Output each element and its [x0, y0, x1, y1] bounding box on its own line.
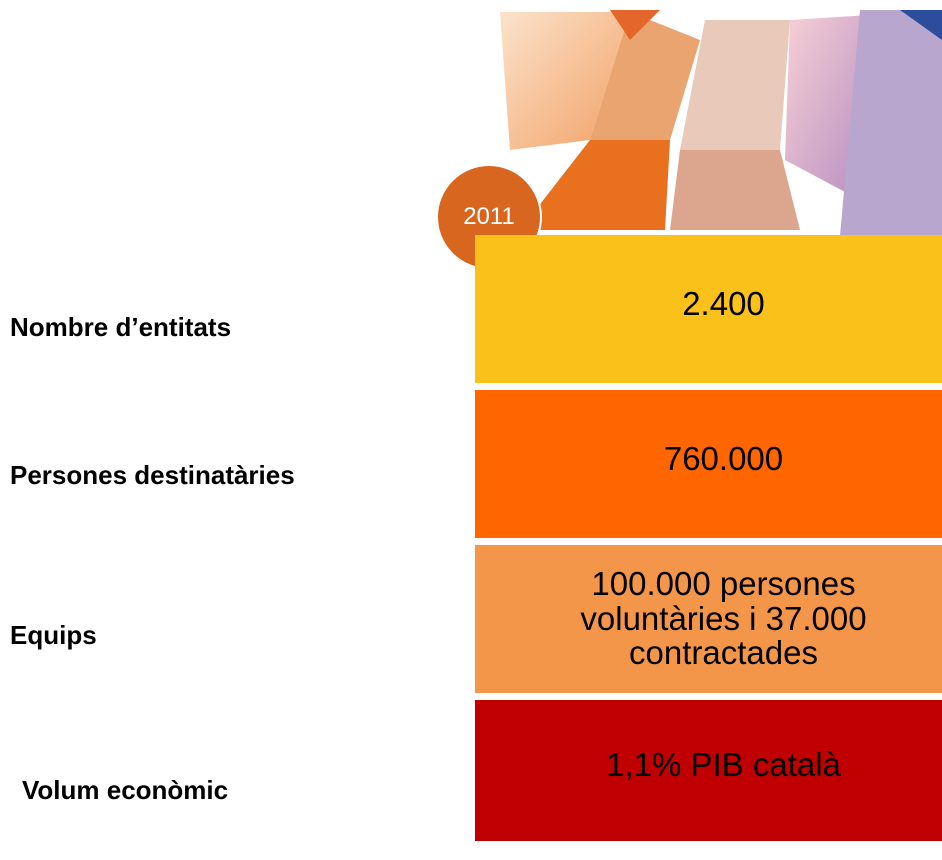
- row-value: 100.000 persones voluntàries i 37.000 co…: [544, 567, 904, 671]
- value-box: 1,1% PIB català: [475, 700, 942, 841]
- row-label: Volum econòmic: [22, 720, 462, 860]
- row-value: 2.400: [544, 287, 904, 322]
- row-label: Persones destinatàries: [10, 400, 450, 550]
- value-box: 100.000 persones voluntàries i 37.000 co…: [475, 545, 942, 693]
- value-box: 2.400: [475, 235, 942, 383]
- row-label: Equips: [10, 560, 450, 710]
- photo-collage: [480, 0, 942, 236]
- row-value: 1,1% PIB català: [544, 748, 904, 783]
- value-box: 760.000: [475, 390, 942, 538]
- row-value: 760.000: [544, 442, 904, 477]
- row-label: Nombre d’entitats: [10, 235, 450, 420]
- page: 2011 Nombre d’entitats 2.400 Persones de…: [0, 0, 942, 841]
